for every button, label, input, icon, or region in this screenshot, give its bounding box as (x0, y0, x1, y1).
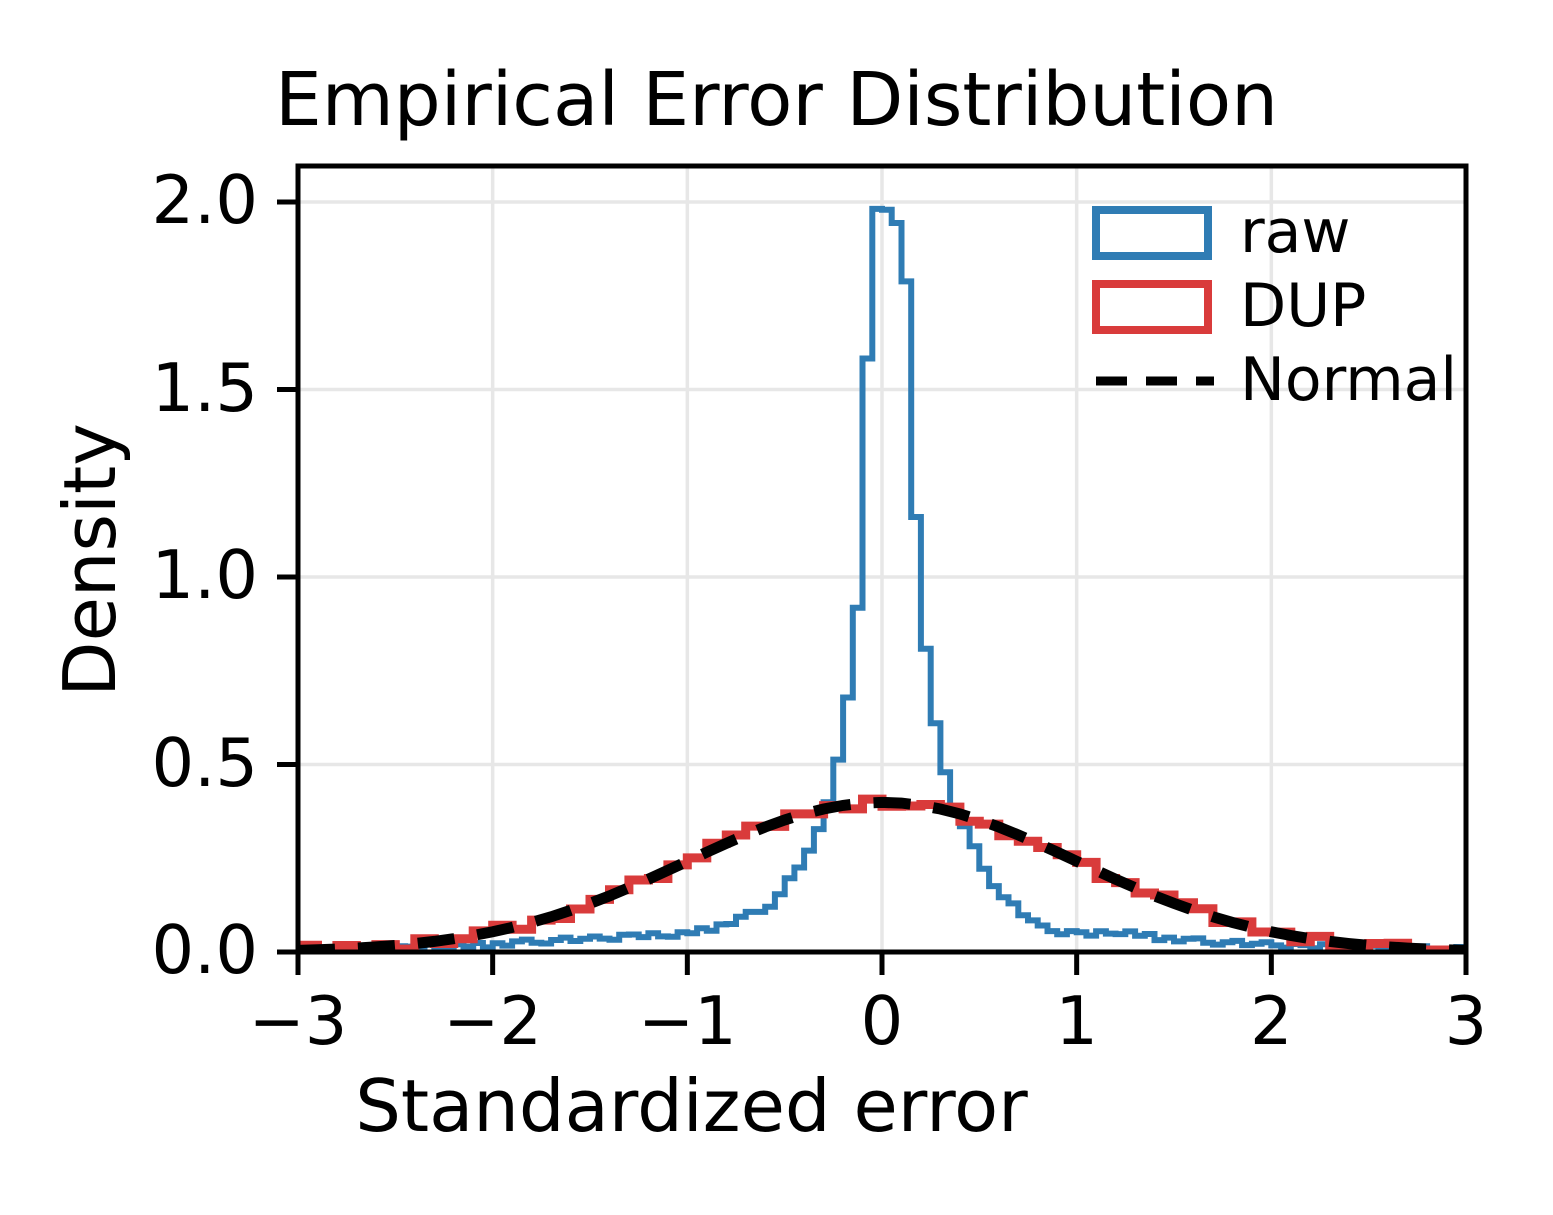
legend-label-Normal: Normal (1240, 344, 1458, 415)
y-tick-label: 0.5 (151, 723, 258, 802)
y-tick-label: 1.0 (151, 536, 258, 615)
legend-swatch-raw (1092, 206, 1212, 260)
x-tick-label: 1 (1055, 982, 1098, 1060)
legend-label-DUP: DUP (1240, 270, 1367, 341)
y-tick-label: 1.5 (151, 348, 258, 427)
x-tick-label: −3 (248, 982, 348, 1060)
x-tick-label: −2 (443, 982, 543, 1060)
x-axis-label-wrap: Standardized error (0, 1064, 1553, 1148)
legend-label-raw: raw (1240, 196, 1351, 267)
y-tick-label: 0.0 (151, 911, 258, 990)
normal-curve (298, 796, 1466, 952)
x-tick-label: 2 (1250, 982, 1293, 1060)
legend-swatch-DUP (1092, 280, 1212, 334)
raw-histogram-step (298, 205, 1466, 952)
x-axis-label: Standardized error (355, 1064, 1028, 1148)
chart-title: Empirical Error Distribution (274, 57, 1279, 143)
y-tick-label: 2.0 (151, 161, 258, 240)
x-tick-label: 0 (860, 982, 904, 1060)
x-tick-label: −1 (637, 982, 737, 1060)
axes-spines (295, 163, 1469, 955)
x-tick-label: 3 (1444, 982, 1488, 1060)
